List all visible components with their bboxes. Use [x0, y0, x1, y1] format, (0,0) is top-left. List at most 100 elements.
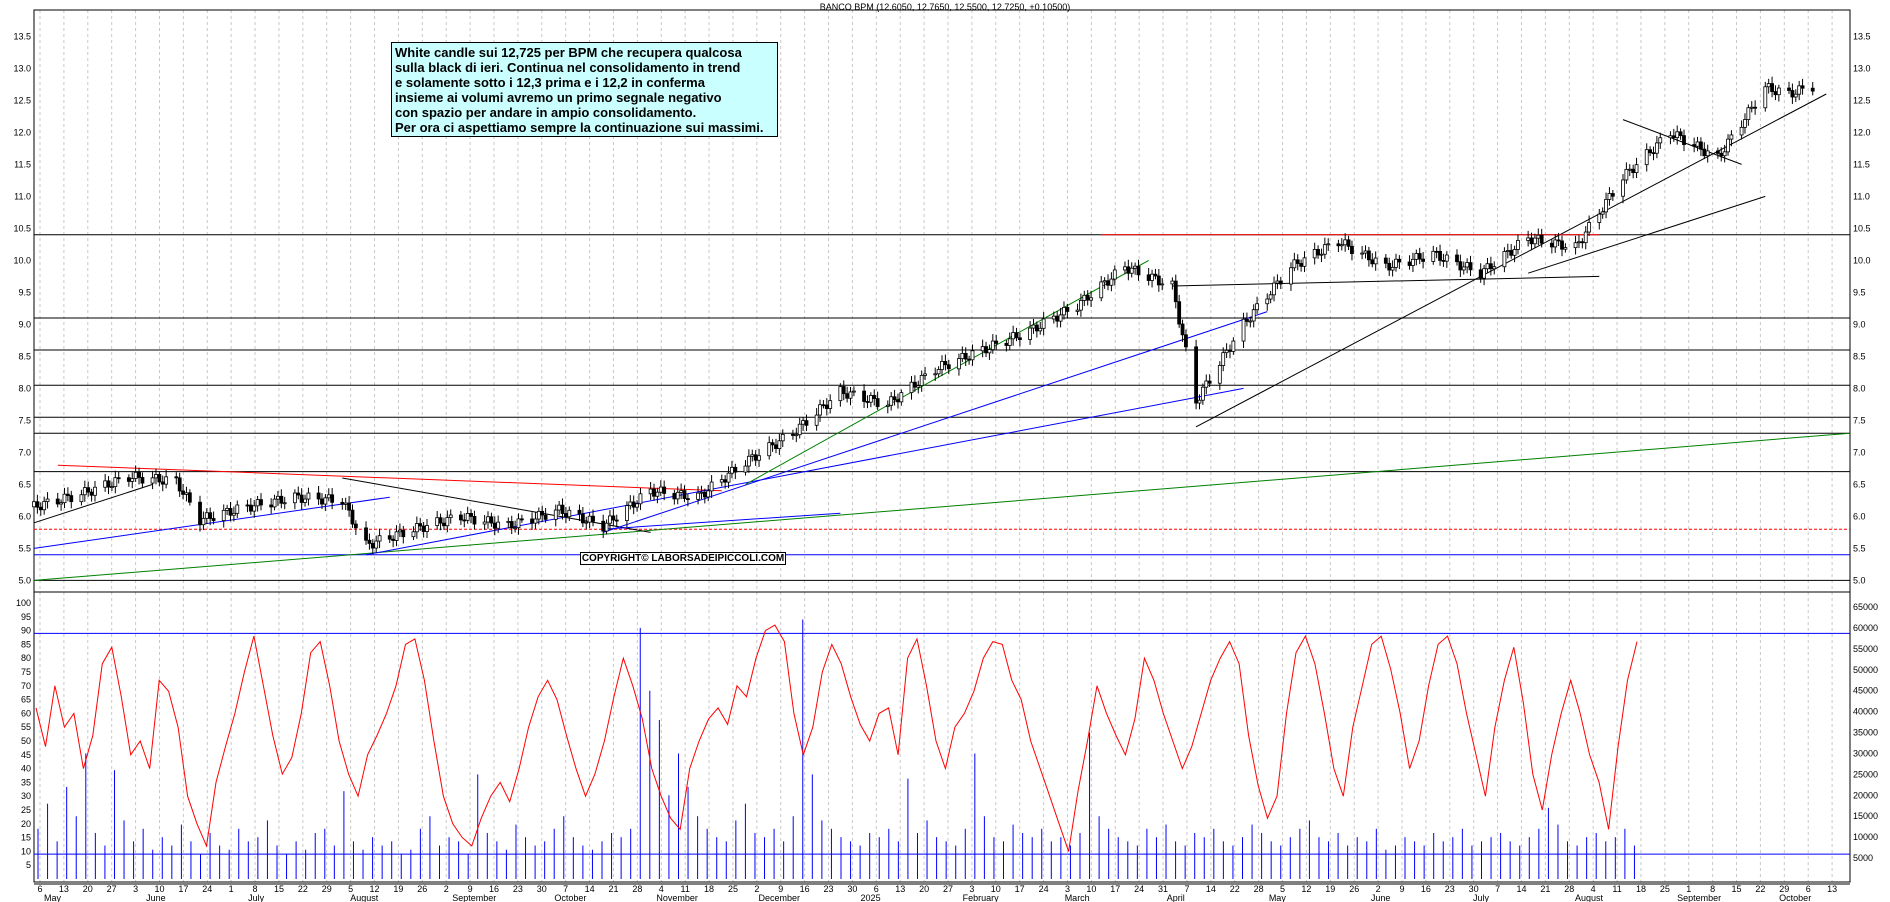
- candle-body: [296, 492, 301, 496]
- candle-body: [1299, 263, 1304, 267]
- candle-body: [797, 423, 802, 436]
- candle-body: [435, 517, 440, 527]
- candle-body: [885, 404, 890, 407]
- candle-body: [1790, 90, 1795, 98]
- price-tick-label: 5.5: [1853, 543, 1866, 553]
- price-tick-label: 7.0: [1853, 447, 1866, 457]
- price-tick-label: 11.0: [14, 191, 31, 201]
- candle-body: [1621, 179, 1625, 197]
- candle-body: [445, 517, 450, 527]
- x-day-label: 2: [444, 884, 449, 894]
- candle-body: [303, 498, 307, 503]
- price-tick-label: 6.5: [18, 479, 31, 489]
- candle-body: [1350, 245, 1354, 255]
- candle-body: [1322, 244, 1327, 255]
- price-tick-label: 11.0: [1853, 191, 1870, 201]
- candle-body: [540, 510, 545, 516]
- candle-body: [1438, 250, 1442, 261]
- x-day-label: 31: [1158, 884, 1168, 894]
- x-day-label: 24: [202, 884, 212, 894]
- x-day-label: 10: [991, 884, 1001, 894]
- candle-body: [411, 531, 416, 538]
- candle-body: [1170, 280, 1175, 285]
- candle-body: [1431, 250, 1436, 262]
- candle-body: [560, 504, 565, 514]
- price-tick-label: 13.0: [13, 63, 31, 73]
- candle-body: [1502, 251, 1507, 268]
- candle-body: [909, 381, 914, 394]
- candle-body: [133, 471, 138, 479]
- candle-body: [519, 518, 524, 521]
- candle-body: [89, 491, 94, 496]
- candle-body: [1512, 249, 1517, 256]
- candle-body: [1004, 343, 1009, 346]
- price-tick-label: 13.5: [13, 31, 31, 41]
- oscillator-tick-label: 20: [21, 819, 31, 829]
- candle-body: [1007, 338, 1012, 346]
- candle-body: [912, 381, 917, 388]
- candle-body: [862, 390, 866, 402]
- x-month-label: September: [1677, 893, 1721, 902]
- candle-body: [1763, 86, 1768, 109]
- candle-body: [69, 495, 74, 503]
- candle-body: [269, 504, 274, 508]
- volume-tick-label: 20000: [1853, 790, 1878, 800]
- price-tick-label: 10.5: [1853, 223, 1871, 233]
- candle-body: [1729, 134, 1734, 140]
- candle-body: [946, 364, 951, 370]
- candle-body: [967, 358, 972, 361]
- candle-body: [709, 481, 714, 492]
- candle-body: [730, 466, 734, 474]
- candle-body: [1743, 119, 1747, 128]
- candle-body: [1556, 239, 1561, 242]
- candle-body: [1800, 85, 1805, 89]
- x-day-label: 9: [468, 884, 473, 894]
- price-tick-label: 7.5: [1853, 415, 1866, 425]
- candle-body: [767, 442, 772, 457]
- candle-body: [442, 522, 446, 527]
- candle-body: [696, 492, 700, 500]
- candle-body: [113, 477, 118, 488]
- candle-body: [1573, 242, 1578, 249]
- green-long-trendline: [33, 432, 1851, 581]
- candle-body: [506, 521, 511, 523]
- candle-body: [1326, 243, 1331, 246]
- price-tick-label: 5.0: [18, 575, 31, 585]
- candle-body: [774, 444, 778, 450]
- candle-body: [980, 346, 985, 352]
- x-day-label: 22: [1230, 884, 1240, 894]
- candle-body: [625, 505, 629, 521]
- candle-body: [62, 493, 67, 504]
- candle-body: [841, 386, 846, 395]
- candle-body: [421, 525, 426, 532]
- x-day-label: 9: [778, 884, 783, 894]
- x-day-label: 7: [1184, 884, 1189, 894]
- x-day-label: 13: [1827, 884, 1837, 894]
- candle-body: [65, 493, 70, 497]
- candle-body: [1289, 267, 1293, 285]
- candle-body: [1658, 137, 1663, 144]
- x-day-label: 27: [943, 884, 953, 894]
- candle-body: [509, 521, 514, 529]
- candle-body: [130, 478, 135, 482]
- candle-body: [943, 361, 948, 366]
- candle-body: [198, 501, 202, 526]
- candle-body: [496, 521, 501, 529]
- candle-body: [1051, 315, 1056, 320]
- candle-body: [1746, 107, 1751, 120]
- candle-body: [987, 349, 992, 354]
- candle-body: [1160, 283, 1165, 286]
- candle-body: [204, 512, 209, 519]
- x-day-label: 16: [1421, 884, 1431, 894]
- candle-body: [1014, 332, 1019, 339]
- x-month-label: September: [452, 893, 496, 902]
- candle-body: [1587, 222, 1592, 233]
- candle-body: [1634, 164, 1639, 174]
- volume-bars: [37, 619, 1635, 879]
- price-tick-label: 13.5: [1853, 31, 1871, 41]
- oscillator-tick-label: 55: [21, 722, 31, 732]
- candle-body: [252, 505, 257, 512]
- x-day-label: 28: [632, 884, 642, 894]
- x-day-label: 6: [874, 884, 879, 894]
- candle-body: [1360, 252, 1365, 255]
